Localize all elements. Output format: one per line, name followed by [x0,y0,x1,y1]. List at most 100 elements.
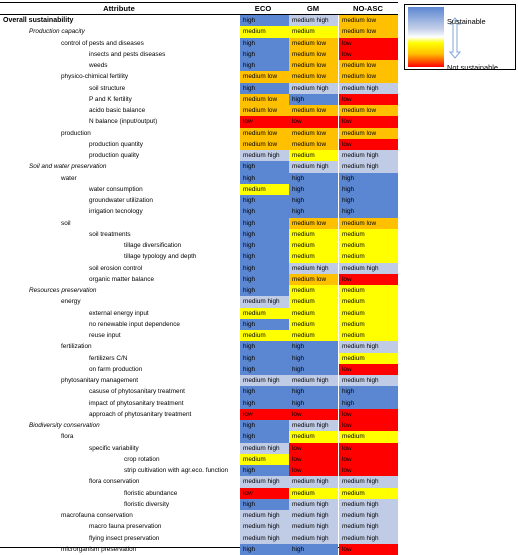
attribute-label: organic matter balance [89,275,155,283]
cell-noasc: low [339,442,398,454]
cell-gm: high [289,183,338,195]
cell-gm: medium [289,318,338,330]
table-row: flora conservation medium high medium high… [0,476,398,488]
legend-sustainable: Sustainable [447,17,486,26]
cell-noasc: medium high [339,262,398,274]
cell-noasc: medium high [339,161,398,173]
cell-noasc: low [339,93,398,105]
cell-eco: medium high [240,442,289,454]
cell-gm: low [289,116,338,128]
legend-color-scale [408,7,444,67]
table-row: phytosanitary management medium high mediu… [0,375,398,387]
cell-noasc: low [339,37,398,49]
cell-eco: medium high [240,375,289,387]
attribute-label: soil structure [89,84,126,92]
attribute-label: soil erosion control [89,264,143,272]
table-row: approach of phytosanitary treatment low lo… [0,408,398,420]
attribute-label: phytosanitary management [61,377,139,384]
cell-gm: medium low [289,138,338,150]
table-row: Production capacity medium medium medium lo… [0,26,398,38]
table-row: crop rotation medium low low [0,453,398,465]
cell-gm: medium high [289,420,338,432]
cell-noasc: low [339,363,398,375]
cell-noasc: medium [339,431,398,443]
legend: Sustainable Not sustainable [404,4,516,72]
cell-gm: medium [289,26,338,38]
cell-noasc: medium [339,307,398,319]
attribute-label: on farm production [89,365,143,373]
cell-noasc: high [339,183,398,195]
table-row: floristic diversity high medium high medium… [0,498,398,510]
cell-eco: high [240,341,289,353]
cell-noasc: medium high [339,476,398,488]
table-row: N balance (input/output) low low low [0,116,398,128]
cell-eco: medium low [240,138,289,150]
cell-noasc: low [339,116,398,128]
cell-gm: low [289,453,338,465]
attribute-label: physico-chimical fertility [61,73,129,81]
cell-eco: high [240,240,289,252]
table-row: flora high medium medium [0,431,398,443]
table-row: tillage typology and depth high medium medi… [0,251,398,263]
header-attribute: Attribute [103,4,135,13]
bottom-rule [0,547,398,548]
cell-gm: medium low [289,71,338,83]
table-row: physico-chimical fertility medium low medi… [0,71,398,83]
attribute-label: tillage diversification [124,242,182,249]
cell-eco: medium high [240,532,289,544]
cell-eco: medium [240,330,289,342]
table-row: strip cultivation with agr.eco. function… [0,465,398,477]
attribute-label: weeds [89,62,108,69]
cell-noasc: low [339,273,398,285]
table-row: production medium low medium low medium low [0,127,398,139]
cell-eco: high [240,420,289,432]
table-row: Resources preservation high medium medium [0,285,398,297]
cell-eco: medium high [240,476,289,488]
cell-gm: high [289,341,338,353]
attribute-label: water consumption [89,185,143,193]
cell-eco: low [240,408,289,420]
attribute-label: acido basic balance [89,107,146,114]
cell-eco: high [240,15,289,27]
attribute-label: microrganism preservation [61,545,137,553]
cell-gm: medium high [289,15,338,27]
attribute-label: Resources preservation [29,287,97,294]
cell-gm: high [289,352,338,364]
cell-gm: medium [289,431,338,443]
cell-noasc: medium low [339,71,398,83]
cell-eco: high [240,431,289,443]
cell-eco: medium low [240,127,289,139]
cell-eco: low [240,116,289,128]
table-row: microrganism preservation high high low [0,543,398,555]
attribute-label: energy [61,298,81,306]
cell-eco: high [240,228,289,240]
cell-gm: medium low [289,217,338,229]
attribute-label: groundwater utilization [89,197,153,204]
table-row: floristic abundance low medium medium [0,487,398,499]
cell-eco: medium [240,183,289,195]
attribute-label: flying insect preservation [89,534,160,542]
cell-noasc: high [339,195,398,207]
attribute-label: Soil and water preservation [29,163,107,171]
cell-noasc: medium [339,487,398,499]
cell-gm: medium low [289,273,338,285]
header-gm: GM [306,4,320,13]
cell-eco: high [240,37,289,49]
attribute-label: tillage typology and depth [124,253,197,261]
attribute-label: crop rotation [124,455,160,463]
legend-double-arrow-icon [449,17,461,59]
attribute-label: fertilizers C/N [89,354,128,362]
cell-noasc: medium low [339,26,398,38]
table-row: macro fauna preservation medium high mediu… [0,521,398,533]
cell-noasc: medium low [339,217,398,229]
cell-noasc: medium high [339,498,398,510]
cell-gm: high [289,397,338,409]
cell-gm: high [289,172,338,184]
cell-gm: medium low [289,105,338,117]
attribute-label: floristic abundance [124,489,178,497]
table-row: irrigation tecnology high high high [0,206,398,218]
cell-gm: medium [289,307,338,319]
cell-gm: high [289,195,338,207]
cell-eco: medium low [240,105,289,117]
table-row: Soil and water preservation high medium hi… [0,161,398,173]
